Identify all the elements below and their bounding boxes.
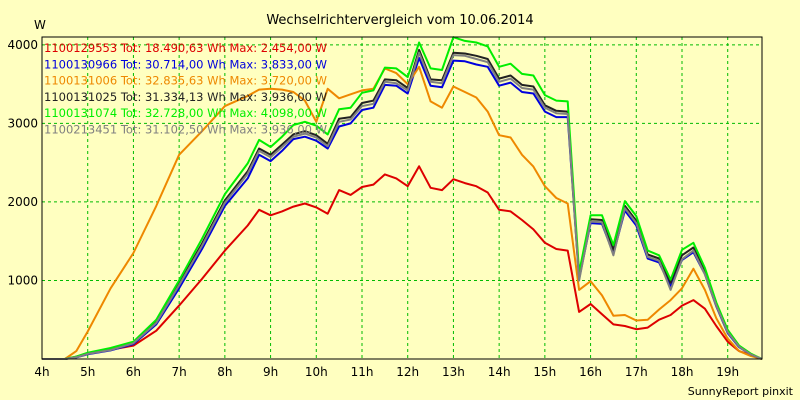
x-tick-label-14h: 14h bbox=[488, 365, 511, 379]
series-line-1100129553 bbox=[42, 165, 763, 360]
x-tick-label-17h: 17h bbox=[625, 365, 648, 379]
x-tick-label-18h: 18h bbox=[671, 365, 694, 379]
legend: 1100129553 Tot: 18.490,63 Wh Max: 2.454,… bbox=[44, 41, 327, 137]
series-line-1100130966 bbox=[42, 57, 763, 360]
x-tick-label-7h: 7h bbox=[172, 365, 187, 379]
y-tick-label-4000: 4000 bbox=[7, 38, 38, 52]
x-tick-label-8h: 8h bbox=[217, 365, 232, 379]
legend-entry-1100130966: 1100130966 Tot: 30.714,00 Wh Max: 3.833,… bbox=[44, 57, 327, 71]
x-tick-label-11h: 11h bbox=[351, 365, 374, 379]
x-tick-label-13h: 13h bbox=[442, 365, 465, 379]
x-tick-label-12h: 12h bbox=[396, 365, 419, 379]
series-layer bbox=[42, 36, 763, 360]
x-tick-label-15h: 15h bbox=[533, 365, 556, 379]
y-tick-label-3000: 3000 bbox=[7, 116, 38, 130]
series-line-1100131074 bbox=[42, 36, 763, 360]
legend-entry-1100131006: 1100131006 Tot: 32.835,63 Wh Max: 3.720,… bbox=[44, 74, 327, 88]
y-tick-label-2000: 2000 bbox=[7, 195, 38, 209]
x-tick-label-5h: 5h bbox=[80, 365, 95, 379]
x-tick-label-4h: 4h bbox=[34, 365, 49, 379]
x-tick-label-9h: 9h bbox=[263, 365, 278, 379]
x-tick-label-19h: 19h bbox=[716, 365, 739, 379]
legend-entry-1100131074: 1100131074 Tot: 32.728,00 Wh Max: 4.098,… bbox=[44, 106, 327, 120]
legend-entry-1100129553: 1100129553 Tot: 18.490,63 Wh Max: 2.454,… bbox=[44, 41, 327, 55]
grid-layer bbox=[42, 37, 762, 359]
y-tick-label-1000: 1000 bbox=[7, 273, 38, 287]
axis-layer: 4h 5h 6h 7h 8h 9h 10h 11h 12h 13h 14h 15h 16h 17h 18h 1… bbox=[7, 38, 739, 379]
x-tick-label-16h: 16h bbox=[579, 365, 602, 379]
series-line-1100213451 bbox=[42, 51, 763, 360]
x-tick-label-6h: 6h bbox=[126, 365, 141, 379]
chart-title: Wechselrichtervergleich vom 10.06.2014 bbox=[266, 13, 533, 28]
series-line-1100131006 bbox=[42, 65, 763, 360]
legend-entry-1100131025: 1100131025 Tot: 31.334,13 Wh Max: 3.936,… bbox=[44, 90, 327, 104]
y-axis-label: W bbox=[34, 18, 46, 32]
footer-credit: SunnyReport pinxit bbox=[688, 385, 794, 398]
series-line-1100131025 bbox=[42, 48, 763, 360]
legend-entry-1100213451: 1100213451 Tot: 31.102,50 Wh Max: 3.936,… bbox=[44, 123, 327, 137]
x-tick-label-10h: 10h bbox=[305, 365, 328, 379]
plot-frame bbox=[41, 36, 763, 360]
